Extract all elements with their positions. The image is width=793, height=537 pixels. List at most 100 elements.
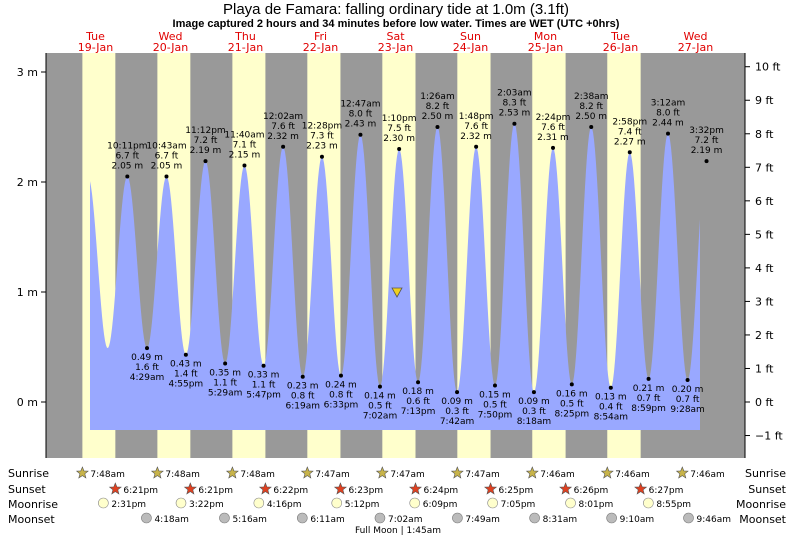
tide-ft-label: 7.2 ft — [695, 136, 719, 146]
tide-extreme-dot — [589, 125, 594, 129]
tide-time-label: 1:26am — [420, 92, 455, 102]
tide-curve — [90, 124, 700, 430]
tide-time-label: 7:02am — [363, 412, 398, 422]
day-label-dow: Tue — [85, 30, 105, 43]
tide-area — [90, 124, 700, 430]
tide-m-label: 2.53 m — [499, 109, 531, 119]
tide-extreme-dot — [145, 346, 150, 351]
moonset-time: 9:10am — [620, 515, 655, 525]
tide-extreme-dot — [666, 131, 670, 136]
tide-ft-label: 8.0 ft — [349, 110, 373, 120]
sunrise-time: 7:47am — [315, 470, 350, 480]
sunset-time: 6:26pm — [574, 486, 609, 496]
tide-m-label: 2.15 m — [229, 151, 261, 161]
tide-time-label: 6:33pm — [324, 401, 359, 411]
day-label-date: 27-Jan — [678, 41, 714, 54]
sunrise-star-icon — [450, 466, 464, 479]
moonset-time: 8:31am — [543, 515, 578, 525]
tide-m-label: 2.32 m — [267, 132, 299, 142]
moonrise-time: 7:05pm — [501, 500, 536, 510]
left-tick-label: 0 m — [17, 396, 38, 409]
moonset-time: 4:18am — [154, 515, 189, 525]
tide-m-label: 2.19 m — [691, 146, 723, 156]
tide-m-label: 2.19 m — [190, 146, 222, 156]
tide-time-label: 11:12pm — [185, 126, 225, 136]
tide-ft-label: 1.1 ft — [213, 379, 237, 389]
tide-time-label: 12:02am — [263, 112, 303, 122]
sunset-time: 6:21pm — [198, 486, 233, 496]
sunrise-star-icon — [525, 466, 539, 479]
sunrise-time: 7:46am — [615, 470, 650, 480]
tide-m-label: 2.30 m — [383, 134, 415, 144]
moonset-time: 7:02am — [388, 515, 423, 525]
moonrise-icon — [175, 497, 187, 509]
tide-time-label: 4:55pm — [169, 380, 204, 390]
tide-ft-label: 0.6 ft — [406, 397, 430, 407]
tide-ft-label: 0.7 ft — [676, 395, 700, 405]
tide-extreme-dot — [455, 390, 460, 395]
tide-ft-label: 8.2 ft — [579, 102, 603, 112]
sunset-star-icon — [559, 482, 573, 495]
tide-m-label: 0.49 m — [131, 353, 163, 363]
tide-m-label: 0.24 m — [325, 381, 357, 391]
tide-m-label: 0.35 m — [209, 369, 241, 379]
tide-extreme-dot — [338, 373, 343, 378]
moon-phase-footer: Full Moon | 1:45am — [355, 526, 441, 536]
tide-extreme-dot — [203, 159, 208, 164]
tide-m-label: 0.13 m — [595, 393, 627, 403]
sunrise-star-icon — [150, 466, 164, 479]
tide-ft-label: 0.8 ft — [329, 391, 353, 401]
sunrise-time: 7:48am — [240, 470, 275, 480]
tide-ft-label: 8.2 ft — [426, 102, 450, 112]
day-label-date: 21-Jan — [228, 41, 264, 54]
sunset-row-label-right: Sunset — [748, 483, 786, 496]
moonrise-icon — [331, 497, 343, 509]
sunrise-time: 7:46am — [690, 470, 725, 480]
moonset-time: 6:11am — [310, 515, 345, 525]
tide-extreme-dot — [281, 144, 286, 149]
tide-extreme-dot — [300, 374, 305, 379]
tide-ft-label: 1.6 ft — [135, 363, 159, 373]
tide-m-label: 0.23 m — [287, 382, 319, 392]
day-label-date: 24-Jan — [453, 41, 489, 54]
left-tick-label: 3 m — [17, 66, 38, 79]
chart-subtitle: Image captured 2 hours and 34 minutes be… — [173, 18, 620, 30]
tide-m-label: 0.09 m — [441, 397, 473, 407]
sunrise-time: 7:47am — [465, 470, 500, 480]
moonset-row-label-right: Moonset — [739, 513, 786, 526]
right-tick-label: 10 ft — [755, 61, 781, 74]
tide-extreme-dot — [627, 150, 632, 155]
tide-extreme-dot — [377, 384, 382, 389]
tide-extreme-dot — [531, 390, 536, 395]
tide-extreme-dot — [416, 380, 421, 385]
tide-extreme-dot — [435, 125, 440, 129]
tide-ft-label: 7.3 ft — [310, 132, 334, 142]
moonset-icon — [606, 512, 617, 524]
moonrise-icon — [487, 497, 498, 509]
day-label-dow: Fri — [314, 30, 327, 43]
tide-extreme-dot — [512, 121, 517, 126]
chart-title: Playa de Famara: falling ordinary tide a… — [223, 1, 569, 18]
sunset-star-icon — [258, 482, 272, 495]
moonrise-row-label-right: Moonrise — [736, 498, 786, 511]
tide-time-label: 5:47pm — [246, 391, 281, 401]
sunrise-time: 7:46am — [540, 470, 575, 480]
moonset-icon — [683, 512, 694, 524]
moonrise-time: 6:09pm — [423, 500, 458, 510]
sunrise-row-label-right: Sunrise — [745, 467, 786, 480]
sunrise-time: 7:47am — [390, 470, 425, 480]
tide-time-label: 10:43am — [146, 142, 186, 152]
right-tick-label: 3 ft — [755, 295, 774, 308]
tide-extreme-dot — [397, 147, 402, 151]
moonset-icon — [529, 512, 540, 524]
axes: 3 m 2 m 1 m 0 m 10 ft 9 ft 8 ft 7 ft 6 ft 5 ft 4 f… — [17, 53, 783, 458]
tide-ft-label: 7.2 ft — [194, 136, 218, 146]
tide-extreme-dot — [358, 132, 363, 137]
tide-extreme-dot — [569, 382, 574, 387]
tide-time-label: 10:11pm — [107, 142, 147, 152]
day-label-date: 19-Jan — [78, 41, 114, 54]
tide-ft-label: 8.3 ft — [503, 99, 527, 109]
tide-extreme-dot — [242, 163, 247, 168]
tide-extreme-dot — [164, 174, 169, 179]
day-label-date: 23-Jan — [378, 41, 414, 54]
